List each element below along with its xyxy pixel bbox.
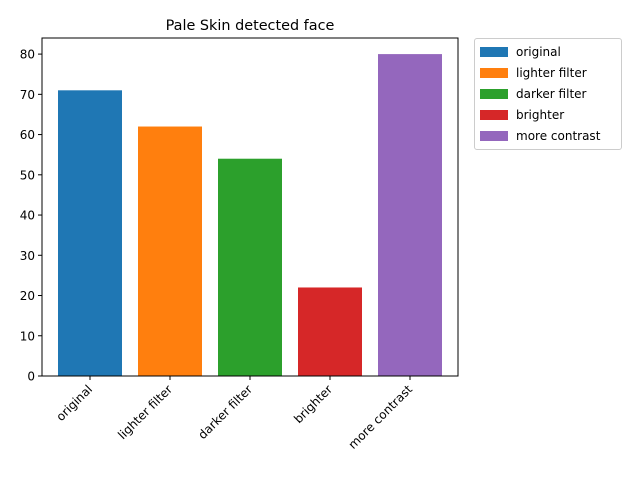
- y-tick-label: 70: [20, 88, 35, 102]
- bar-3: [298, 287, 362, 376]
- legend-label: original: [516, 45, 561, 60]
- x-tick-label: brighter: [291, 382, 335, 426]
- legend-swatch: [480, 47, 508, 58]
- y-tick-label: 50: [20, 168, 35, 182]
- legend-item: brighter: [475, 104, 621, 125]
- legend-item: more contrast: [475, 125, 621, 146]
- y-tick-label: 40: [20, 209, 35, 223]
- legend-swatch: [480, 109, 508, 120]
- legend-swatch: [480, 68, 508, 79]
- plot-area: 0 10 20 30 40 50 60 70 80 original lighter filter d…: [20, 37, 459, 452]
- legend-swatch: [480, 88, 508, 99]
- legend-item: darker filter: [475, 84, 621, 105]
- legend-item: lighter filter: [475, 63, 621, 84]
- x-tick-label: lighter filter: [115, 382, 175, 442]
- legend-swatch: [480, 130, 508, 141]
- bar-1: [138, 126, 202, 377]
- y-tick-label: 10: [20, 329, 35, 343]
- legend-item: original: [475, 42, 621, 63]
- bar-2: [218, 158, 282, 376]
- legend-label: brighter: [516, 107, 565, 122]
- x-tick-label: more contrast: [346, 382, 416, 452]
- chart-title: Pale Skin detected face: [166, 18, 335, 34]
- y-tick-label: 0: [27, 370, 35, 384]
- legend-label: darker filter: [516, 86, 587, 101]
- legend: original lighter filter darker filter brigh…: [474, 38, 622, 150]
- y-tick-label: 20: [20, 289, 35, 303]
- legend-label: lighter filter: [516, 66, 587, 81]
- bar-0: [58, 90, 122, 377]
- y-tick-label: 80: [20, 48, 35, 62]
- x-tick-label: original: [54, 382, 96, 424]
- y-tick-label: 30: [20, 249, 35, 263]
- bar-4: [378, 54, 442, 376]
- y-tick-label: 60: [20, 128, 35, 142]
- x-tick-label: darker filter: [195, 382, 255, 442]
- legend-label: more contrast: [516, 128, 601, 143]
